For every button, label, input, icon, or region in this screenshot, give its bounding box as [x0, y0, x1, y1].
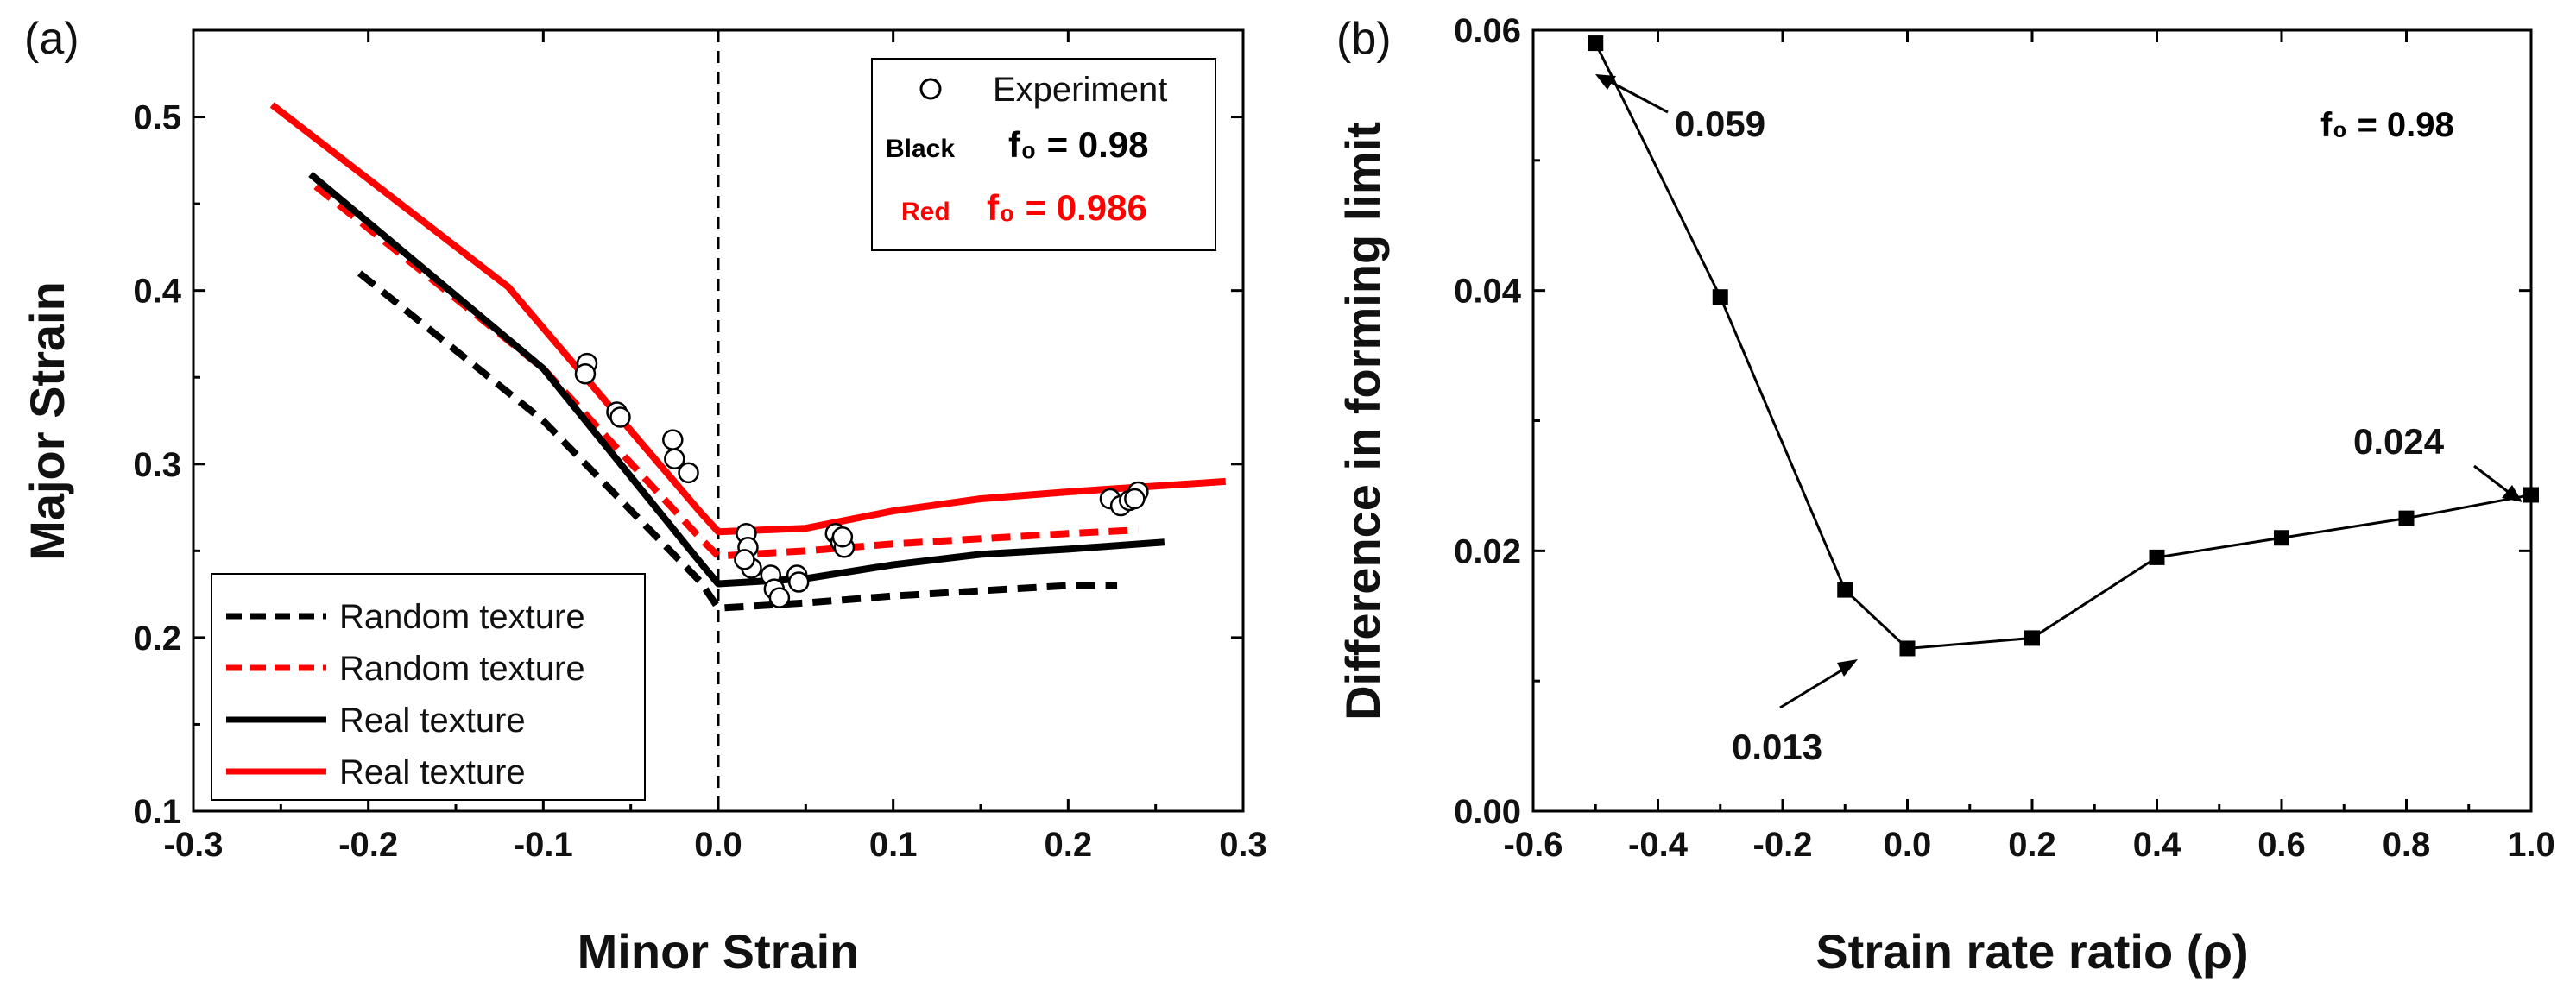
legend-red-value: f₀ = 0.986: [987, 187, 1147, 228]
panel-a-y-tick-label: 0.5: [133, 99, 181, 137]
annotation-arrow-059: [1607, 79, 1669, 114]
series-line-3: [269, 102, 1226, 536]
panel-a-experiment-points: [574, 352, 1149, 608]
panel-b: (b) -0.6 -0.4 -0.2 0.0 0.2 0.4 0.6 0.8 1.0 0.000…: [1335, 12, 2555, 979]
data-point-marker: [1837, 582, 1853, 598]
annotation-arrow-024: [2473, 464, 2511, 495]
panel-b-y-tick-labels: 0.00 0.02 0.04 0.06: [1454, 12, 1522, 831]
legend-experiment-label: Experiment: [993, 71, 1167, 109]
panel-b-markers: [1588, 35, 2539, 657]
line-legend-frame: [211, 573, 646, 801]
panel-a: (a) -0.3 -0.2 -0.1 0.0 0.1 0.2 0.3 0.10.20.30.…: [20, 14, 1267, 979]
experiment-point: [574, 362, 597, 385]
panel-b-x-tick-label: 0.8: [2383, 826, 2431, 864]
panel-a-x-tick-labels: -0.3 -0.2 -0.1 0.0 0.1 0.2 0.3: [164, 826, 1267, 864]
panel-a-x-tick-label: 0.0: [694, 826, 742, 864]
experiment-point: [1124, 488, 1146, 510]
data-point-marker: [2274, 530, 2289, 546]
panel-b-x-tick-label: 0.4: [2133, 826, 2181, 864]
panel-a-line-legend: Random texture Random texture Real textu…: [211, 573, 646, 801]
data-point-marker: [1588, 35, 1604, 52]
panel-b-x-tick-label: -0.4: [1628, 826, 1689, 864]
legend-random-texture-black: Random texture: [339, 598, 585, 636]
data-point-marker: [2149, 549, 2165, 565]
legend-real-texture-red: Real texture: [339, 753, 526, 791]
panel-a-y-tick-label: 0.4: [133, 273, 181, 311]
series-line-0: [357, 270, 1118, 612]
data-point-marker: [2398, 510, 2415, 526]
experiment-point: [768, 587, 791, 608]
panel-a-y-tick-label: 0.1: [133, 793, 181, 831]
panel-a-x-axis-title: Minor Strain: [578, 924, 860, 979]
panel-b-ticks: [1531, 28, 2533, 813]
legend-black-label: Black: [886, 135, 955, 163]
data-point-marker: [1899, 640, 1916, 657]
data-point-marker: [2523, 487, 2539, 503]
arrowhead-icon: [2502, 485, 2522, 502]
panel-a-x-tick-label: -0.3: [164, 826, 224, 864]
panel-b-x-tick-labels: -0.6 -0.4 -0.2 0.0 0.2 0.4 0.6 0.8 1.0: [1504, 826, 2555, 864]
experiment-point: [664, 448, 685, 469]
arrowhead-icon: [1595, 74, 1616, 90]
panel-a-x-tick-label: 0.2: [1045, 826, 1093, 864]
legend-real-texture-black: Real texture: [339, 702, 526, 740]
panel-b-y-tick-label: 0.02: [1454, 532, 1521, 570]
legend-random-texture-red: Random texture: [339, 650, 585, 688]
legend-red-label: Red: [901, 198, 950, 226]
legend-black-value: f₀ = 0.98: [1008, 124, 1149, 165]
annotation-059: 0.059: [1675, 104, 1765, 144]
annotation-arrow-013: [1779, 666, 1847, 709]
panel-a-y-tick-label: 0.2: [133, 620, 181, 658]
panel-b-x-axis-title: Strain rate ratio (ρ): [1815, 924, 2248, 979]
panel-a-x-tick-label: 0.3: [1219, 826, 1267, 864]
panel-a-y-tick-labels: 0.1 0.2 0.3 0.4 0.5: [133, 99, 181, 831]
panel-a-label: (a): [24, 14, 79, 64]
panel-b-label: (b): [1336, 14, 1392, 64]
panel-b-x-tick-label: 0.6: [2257, 826, 2306, 864]
experiment-marker-icon: [919, 78, 942, 100]
panel-a-y-axis-title: Major Strain: [20, 281, 74, 561]
annotation-024: 0.024: [2353, 421, 2445, 462]
experiment-point: [678, 462, 699, 484]
arrowhead-icon: [1837, 659, 1858, 677]
panel-b-x-tick-label: 0.0: [1884, 826, 1932, 864]
series-line-1: [313, 183, 1139, 560]
panel-b-y-axis-title: Difference in forming limit: [1335, 122, 1390, 721]
panel-a-x-tick-label: -0.1: [514, 826, 573, 864]
panel-b-y-tick-label: 0.06: [1454, 12, 1521, 50]
panel-b-y-tick-label: 0.04: [1454, 273, 1522, 311]
panel-b-y-tick-label: 0.00: [1454, 793, 1521, 831]
experiment-point: [662, 429, 684, 450]
experiment-point: [609, 406, 631, 428]
panel-b-annotations: 0.059 0.013 0.024: [1595, 74, 2522, 767]
data-point-marker: [1712, 289, 1728, 305]
panel-a-legend-box: Experiment Black f₀ = 0.98 Red f₀ = 0.98…: [871, 58, 1216, 251]
panel-a-x-tick-label: 0.1: [869, 826, 918, 864]
panel-b-x-tick-label: 0.2: [2008, 826, 2056, 864]
experiment-point: [734, 549, 755, 570]
data-point-marker: [2024, 630, 2040, 646]
panel-b-x-tick-label: -0.6: [1504, 826, 1563, 864]
panel-b-f0-note: f₀ = 0.98: [2320, 106, 2454, 144]
annotation-013: 0.013: [1732, 727, 1822, 767]
experiment-point: [831, 526, 854, 548]
panel-b-x-tick-label: -0.2: [1753, 826, 1813, 864]
panel-a-x-tick-label: -0.2: [338, 826, 398, 864]
panel-a-y-tick-label: 0.3: [133, 446, 181, 484]
experiment-point: [787, 571, 810, 593]
panel-b-x-tick-label: 1.0: [2507, 826, 2555, 864]
